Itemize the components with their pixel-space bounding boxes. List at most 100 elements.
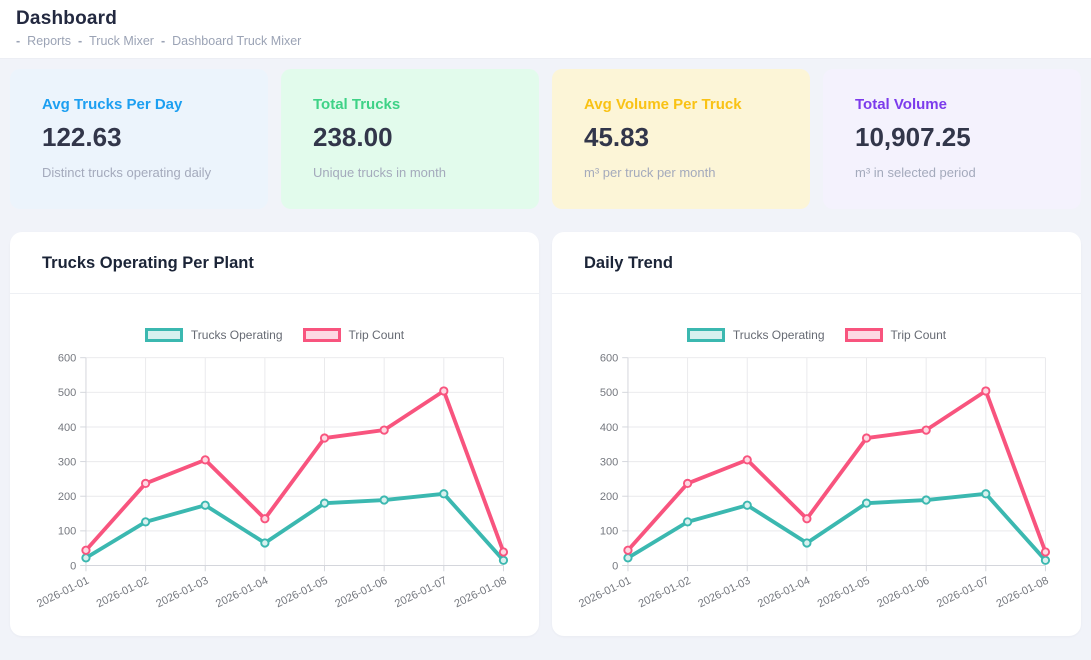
data-point bbox=[439, 386, 449, 396]
main-content: Avg Trucks Per Day 122.63 Distinct truck… bbox=[0, 59, 1091, 646]
x-tick-label: 2026-01-03 bbox=[696, 575, 752, 608]
data-point bbox=[861, 498, 872, 508]
breadcrumb-dash: - bbox=[16, 34, 21, 48]
data-point bbox=[682, 517, 693, 527]
y-tick-label: 500 bbox=[600, 387, 618, 399]
y-tick-label: 200 bbox=[58, 491, 76, 503]
stat-value: 10,907.25 bbox=[855, 122, 971, 152]
data-point bbox=[379, 425, 389, 435]
x-tick-label: 2026-01-01 bbox=[577, 575, 633, 608]
y-tick-label: 100 bbox=[600, 526, 618, 538]
stat-value: 122.63 bbox=[42, 122, 122, 152]
y-tick-label: 200 bbox=[600, 491, 618, 503]
legend-label: Trucks Operating bbox=[190, 328, 283, 342]
chart-body: Trucks Operating Trip Count 0 100 200 300 400… bbox=[552, 294, 1081, 636]
data-point bbox=[498, 547, 509, 557]
chart-body: Trucks Operating Trip Count 0 100 200 300 400… bbox=[10, 294, 539, 636]
page-title: Dashboard bbox=[16, 8, 118, 29]
stat-card-avg-volume-per-truck: Avg Volume Per Truck 45.83 m³ per truck … bbox=[552, 69, 810, 209]
breadcrumb: - Reports - Truck Mixer - Dashboard Truc… bbox=[16, 34, 1075, 48]
data-point bbox=[200, 455, 210, 465]
chart-legend: Trucks Operating Trip Count bbox=[576, 328, 1057, 342]
legend-swatch bbox=[144, 328, 183, 342]
y-tick-label: 300 bbox=[600, 456, 618, 468]
legend-item[interactable]: Trucks Operating bbox=[686, 328, 825, 342]
data-point bbox=[742, 455, 752, 465]
y-tick-label: 400 bbox=[58, 422, 76, 434]
y-tick-label: 600 bbox=[58, 353, 76, 365]
data-point bbox=[1040, 555, 1051, 565]
stat-label: Total Trucks bbox=[313, 96, 401, 113]
page-header: Dashboard - Reports - Truck Mixer - Dash… bbox=[0, 0, 1091, 59]
x-tick-label: 2026-01-01 bbox=[35, 575, 91, 608]
y-tick-label: 600 bbox=[600, 353, 618, 365]
chart-title: Daily Trend bbox=[584, 254, 673, 272]
data-point bbox=[861, 433, 872, 443]
data-point bbox=[81, 553, 91, 563]
breadcrumb-dash: - bbox=[77, 34, 83, 48]
data-point bbox=[200, 500, 210, 510]
series-line bbox=[84, 491, 506, 563]
data-point bbox=[260, 514, 270, 524]
y-tick-label: 400 bbox=[600, 422, 618, 434]
data-point bbox=[319, 433, 330, 443]
data-point bbox=[439, 489, 449, 499]
stat-caption: m³ in selected period bbox=[855, 165, 976, 180]
stat-caption: m³ per truck per month bbox=[584, 165, 716, 180]
data-point bbox=[379, 495, 389, 505]
data-point bbox=[1040, 547, 1051, 557]
stat-caption: Distinct trucks operating daily bbox=[42, 165, 212, 180]
x-tick-label: 2026-01-05 bbox=[816, 575, 872, 608]
data-point bbox=[981, 386, 991, 396]
x-tick-label: 2026-01-08 bbox=[995, 575, 1051, 608]
chart-card-header: Trucks Operating Per Plant bbox=[10, 232, 539, 294]
x-tick-label: 2026-01-07 bbox=[935, 575, 991, 608]
data-point bbox=[802, 538, 812, 548]
legend-label: Trip Count bbox=[890, 328, 947, 342]
y-tick-label: 300 bbox=[58, 456, 76, 468]
stat-label: Total Volume bbox=[855, 96, 947, 113]
breadcrumb-item-truck-mixer[interactable]: Truck Mixer bbox=[89, 34, 154, 48]
breadcrumb-item-dashboard-truck-mixer[interactable]: Dashboard Truck Mixer bbox=[172, 34, 302, 48]
y-tick-label: 0 bbox=[70, 560, 76, 572]
x-tick-label: 2026-01-07 bbox=[393, 575, 449, 608]
y-tick-label: 500 bbox=[58, 387, 76, 399]
x-tick-label: 2026-01-05 bbox=[274, 575, 330, 608]
data-point bbox=[140, 478, 151, 489]
breadcrumb-item-reports[interactable]: Reports bbox=[27, 34, 71, 48]
series-line bbox=[84, 389, 506, 554]
x-tick-label: 2026-01-02 bbox=[637, 575, 693, 608]
chart-title: Trucks Operating Per Plant bbox=[42, 254, 254, 272]
data-point bbox=[981, 489, 991, 499]
data-point bbox=[319, 498, 330, 508]
y-tick-label: 100 bbox=[58, 526, 76, 538]
data-point bbox=[81, 545, 91, 555]
data-point bbox=[802, 514, 812, 524]
stat-label: Avg Volume Per Truck bbox=[584, 96, 742, 113]
stat-card-avg-trucks-per-day: Avg Trucks Per Day 122.63 Distinct truck… bbox=[10, 69, 268, 209]
legend-item[interactable]: Trucks Operating bbox=[144, 328, 283, 342]
legend-item[interactable]: Trip Count bbox=[302, 328, 405, 342]
data-point bbox=[921, 495, 931, 505]
legend-swatch bbox=[844, 328, 883, 342]
data-point bbox=[140, 517, 151, 527]
x-tick-label: 2026-01-06 bbox=[333, 575, 389, 608]
x-tick-label: 2026-01-02 bbox=[95, 575, 151, 608]
chart-card-daily-trend: Daily Trend Trucks Operating Trip Count 0… bbox=[552, 232, 1081, 636]
legend-label: Trip Count bbox=[348, 328, 405, 342]
legend-swatch bbox=[686, 328, 725, 342]
stat-label: Avg Trucks Per Day bbox=[42, 96, 183, 113]
x-tick-label: 2026-01-04 bbox=[214, 575, 270, 608]
y-tick-label: 0 bbox=[612, 560, 618, 572]
data-point bbox=[742, 500, 752, 510]
legend-item[interactable]: Trip Count bbox=[844, 328, 947, 342]
stat-value: 45.83 bbox=[584, 122, 650, 152]
charts-row: Trucks Operating Per Plant Trucks Operat… bbox=[10, 232, 1081, 636]
data-point bbox=[921, 425, 931, 435]
x-tick-label: 2026-01-03 bbox=[154, 575, 210, 608]
data-point bbox=[623, 545, 633, 555]
stat-card-total-volume: Total Volume 10,907.25 m³ in selected pe… bbox=[823, 69, 1081, 209]
stat-value: 238.00 bbox=[313, 122, 393, 152]
